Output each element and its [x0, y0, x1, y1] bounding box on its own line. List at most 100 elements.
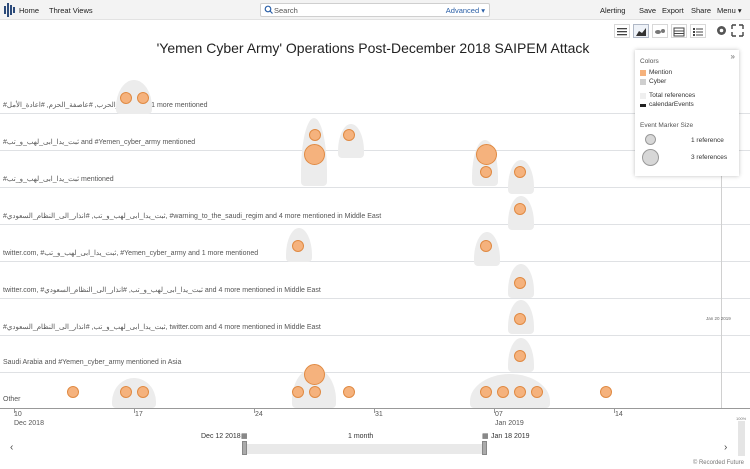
- event-marker[interactable]: [480, 386, 492, 398]
- search-box[interactable]: Search Advanced ▾: [260, 3, 490, 17]
- calendar-events-swatch: [640, 104, 646, 107]
- total-references-swatch: [640, 93, 646, 99]
- event-marker[interactable]: [67, 386, 79, 398]
- event-marker[interactable]: [514, 277, 526, 289]
- search-input[interactable]: Search: [274, 6, 298, 15]
- range-start-handle[interactable]: [242, 441, 247, 455]
- axis-tick: [14, 408, 15, 413]
- area-chart-icon: [636, 28, 646, 36]
- axis-tick-label: 14: [615, 411, 623, 418]
- event-marker[interactable]: [600, 386, 612, 398]
- event-marker[interactable]: [497, 386, 509, 398]
- collapse-icon[interactable]: »: [730, 52, 735, 61]
- event-marker[interactable]: [514, 350, 526, 362]
- event-marker[interactable]: [514, 166, 526, 178]
- settings-gear-icon[interactable]: [715, 24, 728, 37]
- row-divider: [0, 261, 750, 262]
- nav-threat-views-link[interactable]: Threat Views: [49, 6, 93, 15]
- date-marker-label: Jan 20 2019: [706, 316, 731, 321]
- share-button[interactable]: Share: [691, 6, 712, 15]
- map-view-button[interactable]: [652, 24, 668, 38]
- menu-button[interactable]: Menu ▾: [717, 6, 742, 15]
- row-label[interactable]: Saudi Arabia and #Yemen_cyber_army menti…: [3, 359, 182, 366]
- legend-total-references-label[interactable]: Total references: [649, 92, 696, 99]
- axis-tick: [134, 408, 135, 413]
- calendar-icon[interactable]: ▦: [482, 433, 489, 440]
- axis-tick-label: 17: [135, 411, 143, 418]
- row-label[interactable]: twitter.com, #ثبت_يدا_ابى_لهب_و_تب, #Yem…: [3, 250, 259, 257]
- mention-color-swatch: [640, 70, 646, 76]
- detailed-list-icon: [693, 28, 703, 36]
- event-marker[interactable]: [476, 144, 497, 165]
- list-icon: [617, 28, 627, 36]
- axis-tick: [494, 408, 495, 413]
- table-view-button[interactable]: [671, 24, 687, 38]
- event-marker[interactable]: [343, 386, 355, 398]
- export-button[interactable]: Export: [662, 6, 684, 15]
- nav-alerting-link[interactable]: Alerting: [600, 6, 626, 15]
- event-marker[interactable]: [514, 313, 526, 325]
- legend-calendar-events-label[interactable]: calendarEvents: [649, 101, 694, 108]
- event-marker[interactable]: [137, 386, 149, 398]
- axis-tick-label: 10: [14, 411, 22, 418]
- time-range-selector[interactable]: [245, 444, 485, 454]
- event-marker[interactable]: [514, 203, 526, 215]
- event-marker[interactable]: [343, 129, 355, 141]
- legend-panel: » Colors Mention Cyber Total references …: [635, 50, 739, 176]
- row-divider: [0, 187, 750, 188]
- legend-mention-label[interactable]: Mention: [649, 69, 673, 76]
- event-marker[interactable]: [292, 386, 304, 398]
- details-view-button[interactable]: [690, 24, 706, 38]
- scroll-left-arrow-icon[interactable]: ‹: [10, 442, 14, 453]
- row-label[interactable]: #ثبت_يدا_ابى_لهب_و_تب, #انذار_الى_النظام…: [3, 213, 382, 220]
- range-start-label: Dec 12 2018: [201, 433, 241, 440]
- range-span-label: 1 month: [348, 433, 374, 440]
- legend-size-header: Event Marker Size: [640, 122, 694, 129]
- save-button[interactable]: Save: [639, 6, 657, 15]
- event-marker[interactable]: [480, 240, 492, 252]
- row-label[interactable]: #ثبت_يدا_ابى_لهب_و_تب, #انذار_الى_النظام…: [3, 324, 321, 331]
- event-marker[interactable]: [309, 386, 321, 398]
- menu-label: Menu: [717, 6, 736, 15]
- zoom-percent-label: 100%: [736, 416, 747, 421]
- row-label[interactable]: twitter.com, #ثبت_يدا_ابى_لهب_و_تب, #انذ…: [3, 287, 321, 294]
- axis-tick: [254, 408, 255, 413]
- event-marker[interactable]: [531, 386, 543, 398]
- advanced-search-dropdown[interactable]: Advanced ▾: [446, 6, 485, 15]
- time-axis: [0, 408, 750, 409]
- recorded-future-logo-icon[interactable]: [4, 3, 16, 17]
- event-marker[interactable]: [514, 386, 526, 398]
- row-label[interactable]: #ثبت_يدا_ابى_لهب_و_تب mentioned: [3, 176, 114, 183]
- event-marker[interactable]: [120, 386, 132, 398]
- event-marker[interactable]: [137, 92, 149, 104]
- nav-home-link[interactable]: Home: [19, 6, 40, 15]
- event-marker[interactable]: [304, 364, 325, 385]
- vertical-zoom-slider[interactable]: [738, 421, 745, 456]
- size-large-marker: [642, 149, 659, 166]
- advanced-search-label: Advanced: [445, 6, 480, 15]
- timeline-view-button[interactable]: [633, 24, 649, 38]
- event-marker[interactable]: [304, 144, 325, 165]
- date-marker-line: [721, 58, 722, 408]
- axis-tick-label: 07: [495, 411, 503, 418]
- row-label[interactable]: #ثبت_يدا_ابى_لهب_و_تب and #Yemen_cyber_a…: [3, 139, 196, 146]
- event-marker[interactable]: [480, 166, 492, 178]
- event-marker[interactable]: [292, 240, 304, 252]
- row-divider: [0, 113, 750, 114]
- row-label[interactable]: Other: [3, 396, 21, 403]
- range-end-handle[interactable]: [482, 441, 487, 455]
- list-view-button[interactable]: [614, 24, 630, 38]
- row-label[interactable]: #محمد_الحرب, #عاصفة_الحزم, #اعادة_الأمل …: [3, 102, 208, 109]
- calendar-icon[interactable]: ▦: [241, 433, 248, 440]
- axis-month-label: Jan 2019: [495, 420, 524, 427]
- row-divider: [0, 224, 750, 225]
- scroll-right-arrow-icon[interactable]: ›: [724, 442, 728, 453]
- event-marker[interactable]: [120, 92, 132, 104]
- axis-tick-label: 31: [375, 411, 383, 418]
- expand-icon[interactable]: [731, 24, 744, 37]
- range-end-label: Jan 18 2019: [491, 433, 530, 440]
- event-marker[interactable]: [309, 129, 321, 141]
- row-divider: [0, 150, 750, 151]
- chevron-down-icon: ▾: [481, 6, 485, 15]
- legend-cyber-label[interactable]: Cyber: [649, 78, 667, 85]
